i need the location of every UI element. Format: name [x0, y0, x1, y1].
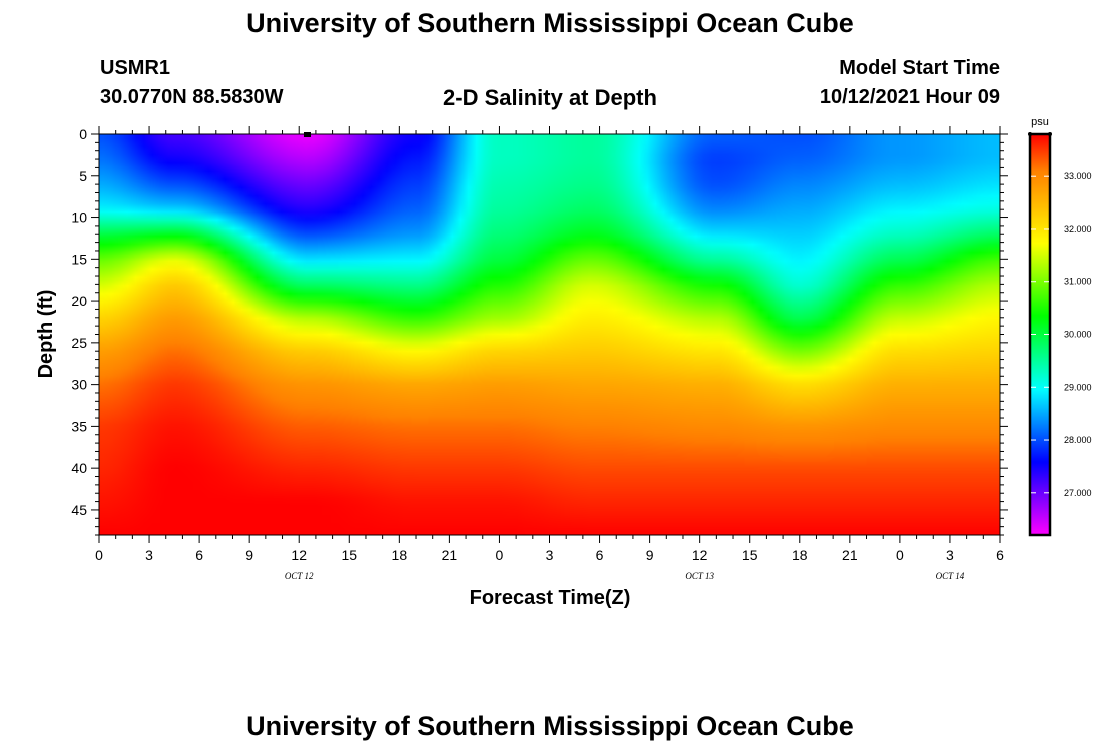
colorbar-top-cap-left — [1028, 132, 1032, 136]
x-tick-label: 9 — [245, 547, 253, 563]
y-tick-label: 0 — [79, 126, 87, 142]
x-tick-label: 12 — [291, 547, 307, 563]
colorbar-frame — [1028, 132, 1052, 537]
x-axis: 0 3 6 9 12 15 18 21 0 3 6 9 12 15 18 21 0 3 6 — [95, 126, 1004, 563]
salinity-heatmap — [99, 134, 1000, 535]
x-tick-label: 0 — [95, 547, 103, 563]
colorbar-tick-label: 32.000 — [1064, 224, 1092, 234]
station-coordinates: 30.0770N 88.5830W — [100, 86, 284, 108]
colorbar-ticks: 27.000 28.000 29.000 30.000 31.000 32.000 33.0… — [1031, 171, 1092, 498]
date-label: OCT 13 — [685, 571, 714, 581]
colorbar-tick-label: 30.000 — [1064, 330, 1092, 340]
y-tick-label: 20 — [71, 293, 87, 309]
x-tick-label: 6 — [195, 547, 203, 563]
x-tick-label: 18 — [392, 547, 408, 563]
colorbar-top-cap-right — [1048, 132, 1052, 136]
surface-marker — [304, 132, 311, 137]
model-start-label: Model Start Time — [839, 57, 1000, 79]
bottom-title: University of Southern Mississippi Ocean… — [246, 711, 854, 741]
top-title: University of Southern Mississippi Ocean… — [246, 8, 854, 38]
x-tick-label: 9 — [646, 547, 654, 563]
colorbar-gradient — [1030, 134, 1050, 535]
x-tick-label: 21 — [842, 547, 858, 563]
plot-title: 2-D Salinity at Depth — [443, 85, 657, 110]
y-tick-label: 15 — [71, 251, 87, 267]
date-label: OCT 14 — [936, 571, 965, 581]
y-tick-label: 35 — [71, 418, 87, 434]
x-tick-label: 15 — [341, 547, 357, 563]
x-tick-label: 3 — [546, 547, 554, 563]
x-tick-label: 18 — [792, 547, 808, 563]
y-tick-label: 25 — [71, 335, 87, 351]
date-label: OCT 12 — [285, 571, 314, 581]
model-start-value: 10/12/2021 Hour 09 — [819, 86, 1000, 108]
x-axis-title: Forecast Time(Z) — [470, 587, 631, 609]
y-tick-label: 30 — [71, 377, 87, 393]
colorbar-tick-label: 31.000 — [1064, 277, 1092, 287]
y-tick-label: 5 — [79, 168, 87, 184]
x-tick-label: 3 — [145, 547, 153, 563]
x-tick-label: 3 — [946, 547, 954, 563]
y-tick-label: 40 — [71, 460, 87, 476]
y-tick-label: 10 — [71, 210, 87, 226]
colorbar-tick-label: 27.000 — [1064, 488, 1092, 498]
colorbar-unit: psu — [1031, 116, 1049, 128]
y-axis-title: Depth (ft) — [35, 290, 57, 379]
x-tick-label: 6 — [596, 547, 604, 563]
date-labels: OCT 12 OCT 13 OCT 14 — [285, 571, 965, 581]
x-tick-label: 0 — [496, 547, 504, 563]
colorbar-tick-label: 28.000 — [1064, 435, 1092, 445]
x-tick-label: 21 — [442, 547, 458, 563]
y-axis: 0 5 10 15 20 25 30 35 40 45 — [71, 126, 1008, 536]
colorbar-tick-label: 29.000 — [1064, 382, 1092, 392]
x-tick-label: 12 — [692, 547, 708, 563]
x-tick-label: 0 — [896, 547, 904, 563]
y-tick-label: 45 — [71, 502, 87, 518]
colorbar-tick-label: 33.000 — [1064, 171, 1092, 181]
station-id: USMR1 — [100, 57, 171, 79]
x-tick-label: 6 — [996, 547, 1004, 563]
x-tick-label: 15 — [742, 547, 758, 563]
